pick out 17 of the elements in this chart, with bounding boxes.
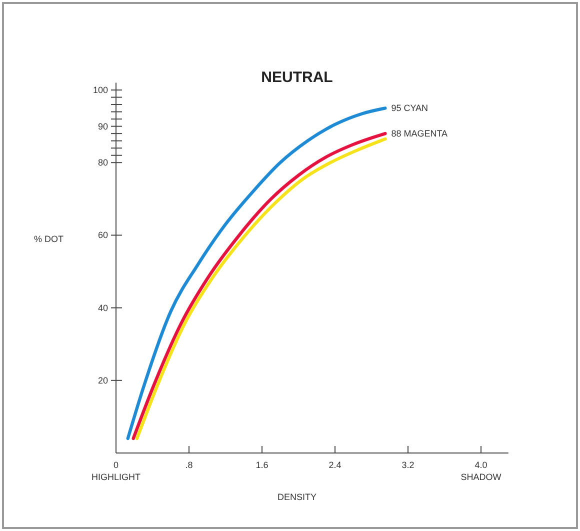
y-tick-label: 20 — [98, 375, 108, 386]
y-axis-title: % DOT — [34, 234, 64, 244]
x-tick-label: 4.0 SHADOW — [460, 460, 502, 482]
y-tick-label: 100 — [92, 85, 108, 95]
y-tick-label: 40 — [98, 302, 108, 313]
x-tick-label: 2.4 — [328, 460, 342, 470]
x-tick-label: .8 — [185, 460, 193, 470]
y-tick-label: 80 — [98, 158, 108, 168]
series-label: 95 CYAN — [391, 103, 428, 114]
series-label: 88 MAGENTA — [391, 128, 448, 139]
x-tick-label: 0 HIGHLIGHT — [91, 460, 141, 482]
y-tick-label: 90 — [98, 121, 108, 132]
y-tick-label: 60 — [98, 230, 108, 240]
chart-title: NEUTRAL — [261, 69, 333, 86]
x-axis-title: DENSITY — [277, 492, 317, 502]
x-tick-label: 3.2 — [402, 460, 414, 470]
x-tick-label: 1.6 — [256, 460, 268, 470]
